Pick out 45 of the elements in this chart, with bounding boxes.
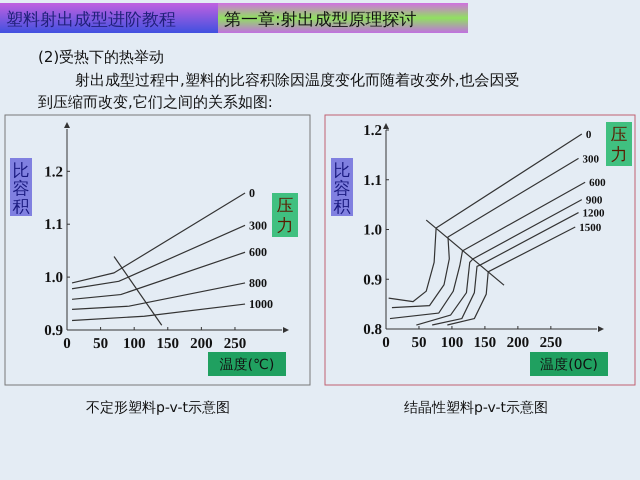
- y-tick-label: 0.9: [44, 323, 63, 339]
- y-tick-label: 1.2: [44, 164, 63, 180]
- line-series: [391, 158, 580, 308]
- x-tick-label: 150: [474, 335, 496, 351]
- text: 第一章:射出成型原理探讨: [224, 10, 417, 30]
- series-label: 600: [589, 177, 606, 190]
- x-tick-label: 0: [63, 336, 71, 352]
- series-label: 900: [586, 194, 603, 207]
- y-tick-label: 0.8: [363, 322, 382, 338]
- x-tick-label: 250: [224, 336, 246, 352]
- y-tick-label: 1.2: [363, 123, 382, 139]
- x-tick-label: 200: [506, 335, 530, 351]
- series-label: 0: [586, 128, 592, 141]
- y-tick-label: 1.0: [44, 270, 63, 286]
- text: 结晶性塑料p-v-t示意图: [404, 400, 548, 416]
- legend-title: 压力: [276, 196, 294, 236]
- y-tick-label: 1.1: [363, 172, 382, 189]
- series-label: 300: [249, 218, 268, 232]
- series-label: 800: [249, 276, 268, 290]
- x-tick-label: 250: [540, 335, 562, 351]
- series-label: 1500: [579, 222, 602, 234]
- x-tick-label: 50: [411, 335, 426, 351]
- x-axis-title: 温度(℃): [220, 357, 274, 373]
- x-axis-title: 温度(0C): [540, 357, 598, 373]
- series-label: 1200: [582, 208, 606, 220]
- text: (2)受热下的热举动: [38, 48, 164, 66]
- series-label: 300: [582, 153, 600, 166]
- y-axis-title: 比容积: [12, 161, 30, 217]
- text: 不定形塑料p-v-t示意图: [86, 400, 230, 416]
- text: 射出成型过程中,塑料的比容积除因温度变化而随着改变外,也会因受到压缩而改变,它们之间的关系如图:: [38, 71, 520, 111]
- y-tick-label: 1.0: [363, 222, 382, 238]
- series-label: 600: [249, 245, 268, 260]
- series-label: 1000: [249, 297, 274, 312]
- x-tick-label: 0: [382, 335, 390, 351]
- y-tick-label: 1.1: [44, 217, 63, 234]
- x-tick-label: 150: [156, 336, 180, 352]
- y-axis-title: 比容积: [334, 161, 350, 217]
- x-tick-label: 200: [190, 336, 213, 352]
- x-tick-label: 100: [122, 336, 146, 352]
- legend-title: 压力: [610, 125, 628, 165]
- chart-title: 塑料射出成型进阶教程: [6, 10, 176, 30]
- series-label: 0: [249, 186, 256, 200]
- y-tick-label: 0.9: [363, 272, 382, 288]
- x-tick-label: 50: [93, 336, 108, 352]
- x-tick-label: 100: [440, 335, 464, 351]
